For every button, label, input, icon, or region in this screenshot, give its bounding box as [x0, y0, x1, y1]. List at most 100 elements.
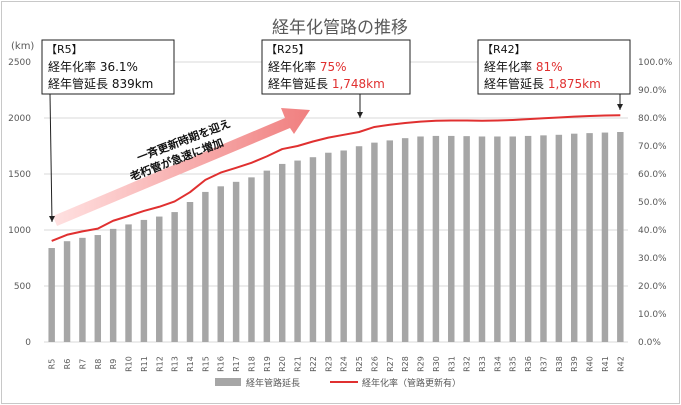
- bar: [448, 135, 455, 342]
- bar: [401, 138, 409, 342]
- bar: [125, 224, 132, 342]
- y-left-tick-label: 1000: [8, 226, 31, 236]
- callout-length-value: 1,875km: [548, 77, 601, 91]
- bar: [524, 135, 532, 342]
- x-tick-label: R33: [478, 356, 487, 372]
- x-tick-label: R41: [601, 356, 610, 372]
- trend-arrow-shape: [53, 108, 310, 226]
- bar: [386, 140, 394, 342]
- x-tick-label: R31: [447, 356, 456, 372]
- x-tick-label: R14: [186, 356, 195, 372]
- callout-box: [41, 39, 175, 95]
- bar: [48, 248, 55, 342]
- bar: [540, 135, 547, 342]
- callout-rate-value: 81%: [536, 60, 563, 74]
- callout-title: 【R5】: [46, 43, 83, 56]
- y-left-ticks: 0 500 1000 1500 2000 2500: [8, 58, 31, 348]
- bar: [586, 133, 593, 342]
- callout-length-value: 839km: [112, 77, 154, 91]
- legend-bar-label: 経年管路延長: [246, 377, 300, 389]
- y-right-ticks: 0.0% 10.0% 20.0% 30.0% 40.0% 50.0% 60.0% 70.0% 8…: [638, 58, 673, 348]
- bar: [202, 191, 209, 342]
- y-right-tick-label: 50.0%: [638, 198, 667, 208]
- callout-line-1: 経年化率 36.1%: [48, 59, 138, 74]
- legend-line-label: 経年化率（管路更新有）: [362, 377, 461, 389]
- callout-rate-value: 36.1%: [100, 60, 138, 74]
- x-tick-label: R35: [509, 356, 518, 372]
- bar: [617, 132, 624, 342]
- x-tick-label: R16: [217, 356, 226, 372]
- callout-pointer-head: [49, 216, 55, 222]
- x-tick-label: R39: [570, 356, 579, 372]
- callout-box: [261, 39, 411, 95]
- x-tick-label: R6: [63, 359, 72, 370]
- x-tick-label: R27: [386, 356, 395, 372]
- x-tick-label: R25: [355, 356, 364, 372]
- y-right-tick-label: 20.0%: [638, 282, 667, 292]
- callout-title: 【R25】: [266, 43, 310, 56]
- callout-pointer: [49, 93, 53, 223]
- callout-line-2: 経年管延長 1,748km: [268, 76, 385, 91]
- x-tick-label: R34: [493, 356, 502, 372]
- bar: [432, 135, 440, 342]
- callout-length-value: 1,748km: [332, 77, 385, 91]
- x-tick-label: R22: [309, 356, 318, 372]
- callout-line-2: 経年管延長 1,875km: [484, 76, 601, 91]
- x-tick-label: R42: [616, 356, 625, 372]
- x-tick-label: R8: [94, 359, 103, 370]
- y-left-tick-label: 500: [14, 282, 31, 292]
- bar: [94, 235, 102, 342]
- x-tick-label: R20: [278, 356, 287, 372]
- x-tick-label: R24: [340, 356, 349, 372]
- bar: [309, 157, 317, 342]
- x-tick-label: R19: [263, 356, 272, 372]
- line-series: [51, 114, 621, 242]
- bar: [248, 177, 255, 342]
- callout-box: [477, 39, 631, 95]
- x-tick-label: R21: [294, 356, 303, 372]
- y-right-tick-label: 0.0%: [638, 338, 661, 348]
- y-left-tick-label: 0: [25, 338, 31, 348]
- x-tick-label: R7: [78, 359, 87, 370]
- bar: [156, 216, 163, 342]
- bar: [278, 163, 286, 342]
- legend: 経年管路延長 経年化率（管路更新有）: [215, 377, 461, 389]
- y-left-tick-label: 2000: [8, 114, 31, 124]
- bar: [509, 136, 516, 342]
- x-tick-label: R38: [555, 356, 564, 372]
- bar: [325, 152, 332, 342]
- chart-title: 経年化管路の推移: [272, 18, 408, 38]
- callout-line-1: 経年化率 81%: [484, 59, 563, 74]
- y-left-tick-label: 2500: [8, 58, 31, 68]
- callout-length-label: 経年管延長: [48, 76, 112, 91]
- bar: [109, 228, 117, 342]
- callouts: 【R5】経年化率 36.1%経年管延長 839km【R25】経年化率 75%経年…: [41, 39, 631, 223]
- callout-line-2: 経年管延長 839km: [48, 76, 153, 91]
- bar: [263, 170, 271, 342]
- callout-length-label: 経年管延長: [268, 76, 332, 91]
- bar: [463, 136, 470, 342]
- x-ticks: R5 R6 R7 R8 R9 R10 R11 R12 R13 R14 R15 R16 R17 R18 R19…: [48, 356, 626, 372]
- bar: [494, 136, 501, 342]
- bar: [79, 237, 86, 342]
- x-tick-label: R5: [48, 359, 57, 370]
- y-right-tick-label: 80.0%: [638, 114, 667, 124]
- callout-rate-label: 経年化率: [484, 59, 536, 74]
- x-tick-label: R30: [432, 356, 441, 372]
- y-right-tick-label: 60.0%: [638, 170, 667, 180]
- y-left-unit: (km): [11, 41, 34, 52]
- callout-line-1: 経年化率 75%: [268, 59, 347, 74]
- x-tick-label: R37: [539, 356, 548, 372]
- bar: [340, 150, 347, 342]
- x-tick-label: R26: [370, 356, 379, 372]
- bar: [478, 136, 486, 342]
- trend-arrow: 一斉更新時期を迎え 老朽管が急速に増加: [53, 108, 310, 226]
- y-left-tick-label: 1500: [8, 170, 31, 180]
- callout-rate-label: 経年化率: [268, 59, 320, 74]
- x-tick-label: R40: [586, 356, 595, 372]
- y-right-tick-label: 90.0%: [638, 86, 667, 96]
- legend-bar-swatch: [215, 378, 241, 386]
- bar-series: [48, 132, 624, 342]
- callout-pointer-head: [617, 104, 623, 110]
